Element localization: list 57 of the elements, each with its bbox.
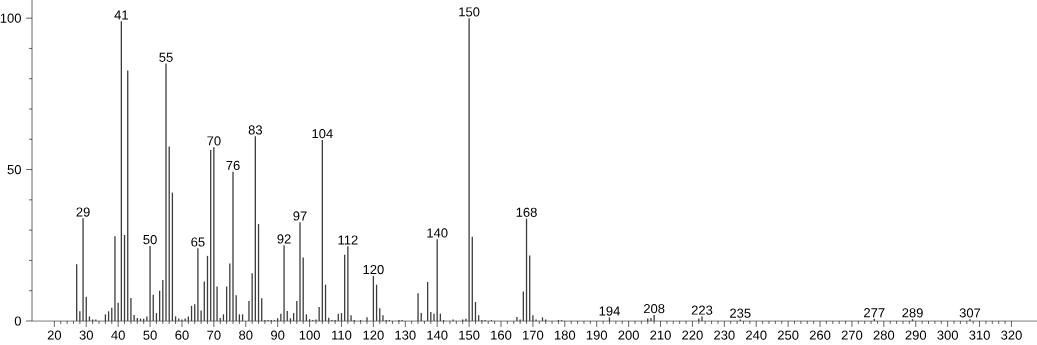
x-tick-label: 160 (491, 330, 512, 340)
annotation: 235 (730, 308, 751, 318)
x-tick-label: 290 (905, 330, 927, 340)
x-tick-label: 40 (111, 330, 125, 340)
x-tick-label: 250 (777, 330, 799, 340)
y-tick-label: 100 (0, 13, 21, 23)
x-tick-label: 180 (554, 330, 576, 340)
x-tick-label: 260 (809, 330, 831, 340)
x-tick-label: 230 (714, 330, 735, 340)
annotation: 223 (691, 305, 713, 315)
x-tick-label: 190 (586, 330, 608, 340)
annotation: 112 (338, 235, 358, 245)
annotation: 29 (76, 207, 90, 217)
x-tick-label: 200 (618, 330, 639, 340)
x-tick-label: 70 (207, 330, 221, 340)
x-tick-label: 280 (873, 330, 895, 340)
annotation: 97 (293, 211, 307, 221)
x-tick-label: 20 (47, 330, 62, 340)
annotation: 104 (312, 128, 333, 139)
x-tick-label: 30 (79, 330, 93, 340)
annotation: 83 (248, 125, 263, 135)
annotation: 208 (643, 304, 665, 314)
y-tick-label: 0 (14, 316, 21, 326)
annotation: 150 (459, 7, 480, 17)
x-tick-label: 270 (841, 330, 863, 340)
x-tick-label: 60 (175, 330, 189, 340)
x-tick-label: 130 (395, 330, 416, 340)
annotation: 277 (864, 308, 885, 318)
x-tick-label: 80 (239, 330, 253, 340)
annotation: 307 (959, 308, 981, 318)
x-tick-label: 50 (143, 330, 157, 340)
y-tick-label: 50 (7, 164, 21, 175)
x-tick-label: 150 (459, 330, 480, 340)
annotation: 92 (277, 234, 291, 244)
x-tick-label: 110 (332, 330, 352, 340)
x-tick-label: 310 (969, 330, 990, 340)
annotation: 65 (191, 237, 205, 247)
x-tick-label: 300 (937, 330, 958, 340)
annotation: 41 (114, 10, 128, 20)
annotation: 120 (363, 264, 384, 275)
x-tick-label: 120 (363, 330, 384, 340)
x-tick-label: 210 (650, 330, 671, 340)
annotation: 50 (143, 234, 157, 245)
annotation: 70 (207, 136, 221, 146)
x-tick-label: 320 (1001, 330, 1022, 340)
x-tick-label: 100 (299, 330, 320, 340)
annotation: 289 (902, 308, 923, 318)
annotation: 140 (427, 228, 448, 238)
annotation: 55 (159, 52, 173, 62)
annotation: 76 (226, 160, 240, 170)
x-tick-label: 220 (682, 330, 703, 340)
x-tick-label: 170 (523, 330, 544, 340)
x-tick-label: 240 (746, 330, 767, 340)
x-tick-label: 140 (427, 330, 448, 340)
annotation: 194 (599, 306, 620, 316)
annotation: 168 (516, 207, 537, 217)
x-tick-label: 90 (271, 330, 285, 340)
